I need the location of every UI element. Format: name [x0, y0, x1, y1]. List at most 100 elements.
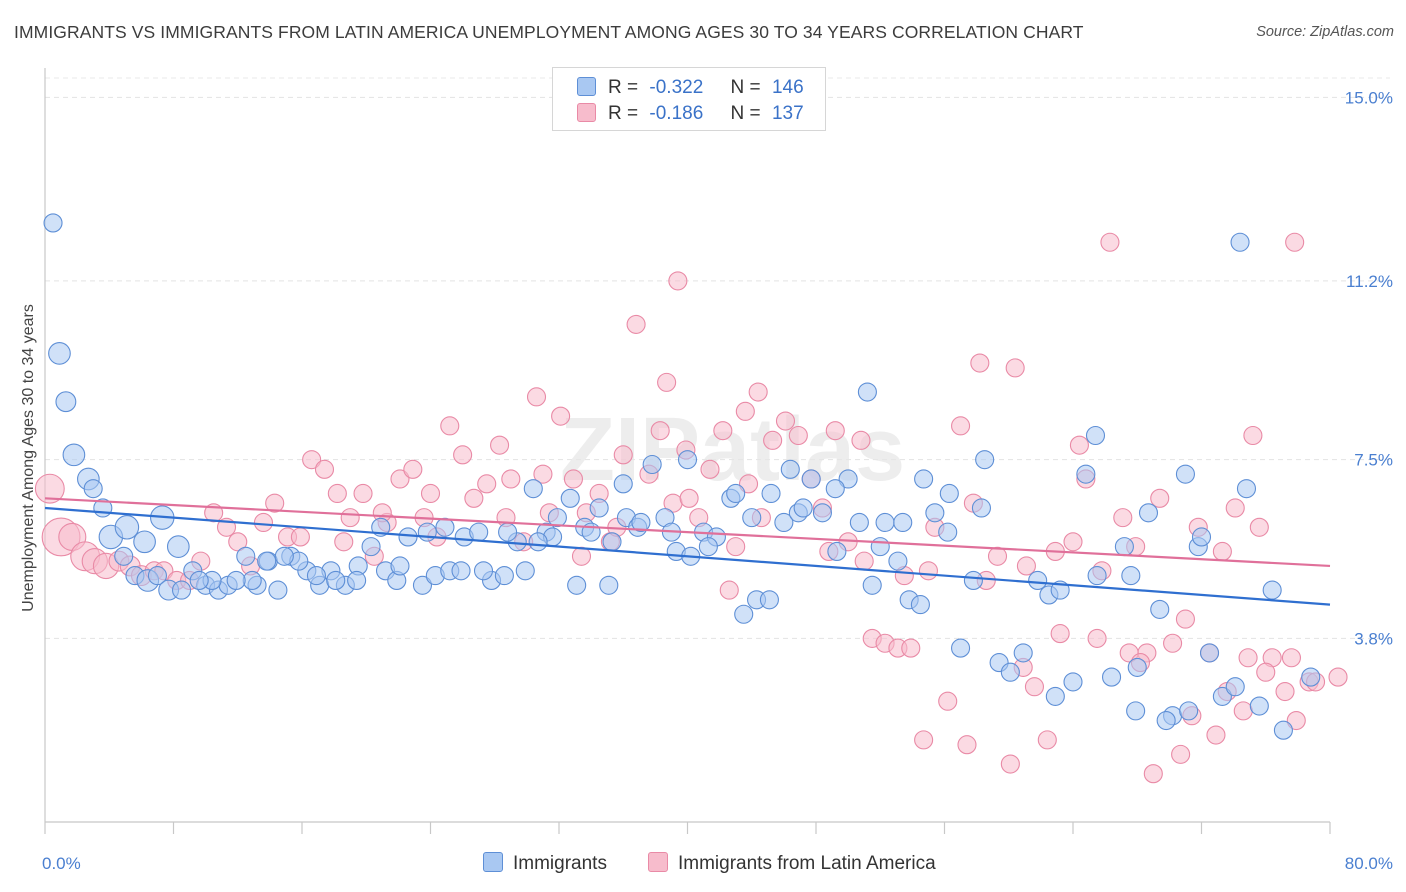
y-tick-labels: 3.8% 7.5% 11.2% 15.0% [1345, 88, 1393, 648]
point-immigrants [925, 503, 945, 523]
point-latin-america [851, 430, 871, 450]
point-immigrants [1121, 566, 1141, 586]
point-immigrants [1076, 464, 1096, 484]
point-latin-america [1238, 648, 1258, 668]
point-latin-america [1281, 648, 1301, 668]
chart-title: IMMIGRANTS VS IMMIGRANTS FROM LATIN AMER… [14, 22, 1084, 42]
point-immigrants [435, 517, 455, 537]
point-immigrants [793, 498, 813, 518]
legend-r-value-latin-america: -0.186 [649, 103, 704, 124]
trend-line-immigrants [44, 506, 1331, 606]
point-immigrants [780, 459, 800, 479]
point-immigrants [268, 580, 288, 600]
point-immigrants [875, 512, 895, 533]
point-immigrants [1156, 710, 1176, 731]
point-latin-america [626, 314, 646, 334]
point-immigrants [631, 512, 651, 533]
legend-n-value-immigrants: 146 [771, 77, 804, 98]
point-latin-america [657, 372, 677, 392]
point-immigrants [726, 483, 746, 504]
point-immigrants [1199, 643, 1220, 663]
point-latin-america [265, 493, 285, 513]
point-immigrants [951, 638, 971, 658]
point-immigrants [1138, 503, 1159, 523]
point-immigrants [43, 213, 63, 233]
point-latin-america [1005, 358, 1025, 378]
bottom-legend-swatch-blue [483, 852, 503, 872]
point-immigrants [910, 595, 930, 615]
y-tick-label: 3.8% [1354, 629, 1393, 648]
point-immigrants [1087, 566, 1107, 586]
point-latin-america [1100, 232, 1120, 252]
legend-r-value-immigrants: -0.322 [649, 77, 704, 98]
point-immigrants [560, 488, 580, 508]
point-immigrants [759, 590, 779, 610]
point-latin-america [1016, 556, 1036, 576]
point-immigrants [1127, 657, 1147, 677]
axes [44, 68, 1331, 834]
legend-n-value-latin-america: 137 [771, 103, 804, 124]
point-immigrants [1063, 672, 1083, 692]
point-immigrants [893, 512, 913, 533]
point-immigrants [774, 512, 794, 533]
point-latin-america [464, 488, 484, 508]
point-latin-america [253, 512, 274, 533]
point-immigrants [1175, 464, 1195, 484]
point-latin-america [334, 532, 354, 552]
point-latin-america [327, 483, 347, 504]
point-latin-america [1163, 633, 1183, 653]
point-latin-america [533, 464, 553, 484]
point-immigrants [698, 537, 718, 557]
point-latin-america [938, 691, 958, 711]
point-immigrants [812, 503, 832, 523]
point-immigrants [589, 498, 609, 518]
point-latin-america [763, 430, 783, 450]
bottom-legend-latin-america: Immigrants from Latin America [648, 852, 936, 875]
point-immigrants [1000, 662, 1020, 682]
point-immigrants [1212, 686, 1232, 706]
point-immigrants [226, 570, 246, 590]
point-latin-america [1243, 425, 1263, 446]
point-immigrants [274, 546, 294, 566]
trend-line-latin-america [44, 497, 1331, 568]
point-latin-america [970, 353, 990, 373]
point-latin-america [1024, 677, 1044, 697]
point-latin-america [290, 527, 310, 547]
point-latin-america [1175, 609, 1195, 629]
point-immigrants [567, 575, 587, 595]
point-latin-america [403, 459, 423, 479]
bottom-legend-immigrants: Immigrants [483, 852, 607, 875]
point-immigrants [1150, 599, 1170, 619]
y-tick-label: 15.0% [1345, 88, 1393, 107]
point-latin-america [302, 450, 322, 470]
point-immigrants [114, 515, 140, 540]
point-immigrants [888, 551, 908, 571]
point-immigrants [1273, 720, 1293, 740]
bottom-legend-swatch-pink [648, 852, 668, 872]
point-latin-america [1285, 232, 1305, 252]
point-immigrants [1102, 667, 1122, 687]
point-latin-america [1150, 488, 1170, 508]
point-latin-america [420, 483, 441, 504]
point-immigrants [306, 566, 327, 586]
point-latin-america [668, 271, 688, 291]
point-immigrants [547, 508, 567, 528]
point-immigrants [914, 469, 934, 489]
point-latin-america [1249, 517, 1269, 537]
point-immigrants [469, 522, 489, 542]
point-immigrants [938, 522, 958, 542]
point-latin-america [613, 445, 633, 465]
point-latin-america [914, 730, 934, 750]
point-immigrants [1085, 425, 1106, 446]
point-latin-america [788, 425, 808, 446]
point-latin-america [453, 445, 473, 465]
point-immigrants [1114, 537, 1134, 557]
point-latin-america [314, 459, 335, 479]
x-tick-labels: 0.0% 80.0% [42, 854, 1393, 873]
point-immigrants [734, 604, 754, 624]
point-immigrants [451, 561, 471, 581]
point-latin-america [34, 473, 65, 504]
point-latin-america [1256, 662, 1276, 682]
point-latin-america [738, 474, 759, 494]
point-immigrants [257, 551, 277, 571]
